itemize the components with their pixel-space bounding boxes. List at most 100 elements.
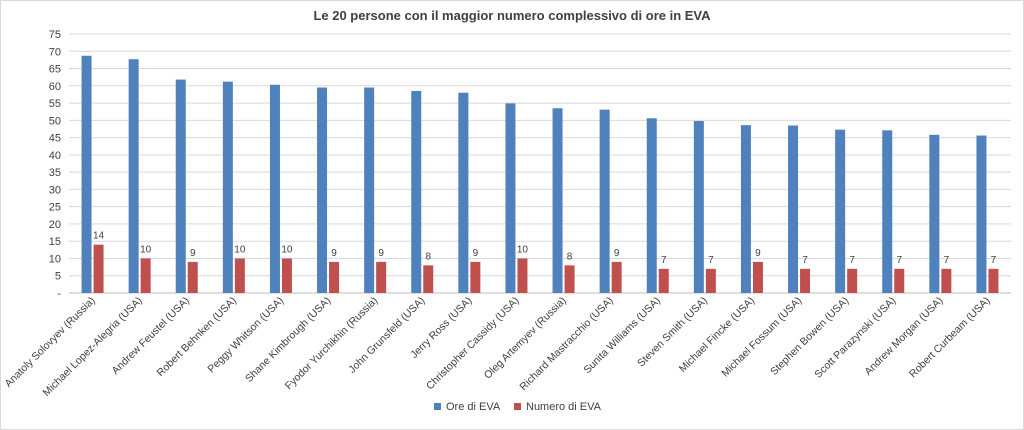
bar-ore-di-eva <box>693 121 704 293</box>
data-label: 10 <box>234 244 246 255</box>
data-label: 8 <box>567 251 573 262</box>
category-label: Andrew Feustel (USA) <box>110 295 192 377</box>
bar-numero-di-eva <box>564 265 575 293</box>
bar-numero-di-eva <box>800 268 811 293</box>
y-tick-label: 5 <box>55 271 61 283</box>
chart-title: Le 20 persone con il maggior numero comp… <box>313 8 711 23</box>
bar-ore-di-eva <box>269 84 280 293</box>
bar-numero-di-eva <box>658 268 669 293</box>
bar-numero-di-eva <box>93 244 104 293</box>
bar-ore-di-eva <box>976 135 987 293</box>
bar-ore-di-eva <box>599 109 610 294</box>
bar-numero-di-eva <box>187 261 198 293</box>
legend-swatch-numero-di-eva <box>514 403 521 410</box>
x-axis-categories: Anatoly Solovyev (Russia)Michael Lopez-A… <box>3 295 993 399</box>
y-tick-label: 75 <box>49 29 61 41</box>
data-label: 7 <box>708 255 714 266</box>
y-tick-label: 20 <box>49 219 61 231</box>
category-label: Anatoly Solovyev (Russia) <box>3 295 98 390</box>
data-label: 14 <box>93 231 105 242</box>
bar-numero-di-eva <box>423 265 434 293</box>
bar-numero-di-eva <box>752 261 763 293</box>
data-label: 7 <box>991 255 997 266</box>
bar-numero-di-eva <box>376 261 387 293</box>
bar-numero-di-eva <box>140 258 151 293</box>
bar-ore-di-eva <box>646 118 657 294</box>
bar-numero-di-eva <box>705 268 716 293</box>
category-label: Sunita Williams (USA) <box>581 295 663 377</box>
y-tick-label: 35 <box>49 167 61 179</box>
bar-ore-di-eva <box>552 108 563 293</box>
category-label: Richard Mastracchio (USA) <box>517 295 615 393</box>
y-tick-label: 55 <box>49 98 61 110</box>
y-tick-label: 65 <box>49 64 61 76</box>
data-label: 10 <box>281 244 293 255</box>
category-label: Robert Behnken (USA) <box>155 295 239 379</box>
legend-swatch-ore-di-eva <box>434 403 441 410</box>
bar-ore-di-eva <box>317 87 328 293</box>
bar-ore-di-eva <box>364 87 375 293</box>
bar-numero-di-eva <box>517 258 528 293</box>
category-label: Christopher Cassidy (USA) <box>424 295 522 393</box>
category-label: Fyodor Yurchikhin (Russia) <box>283 295 380 392</box>
data-label: 7 <box>944 255 950 266</box>
category-label: Andrew Morgan (USA) <box>862 295 945 378</box>
data-label: 9 <box>755 248 761 259</box>
data-label: 9 <box>378 248 384 259</box>
bar-numero-di-eva <box>234 258 245 293</box>
y-tick-label: 30 <box>49 184 61 196</box>
y-tick-label: 45 <box>49 133 61 145</box>
data-label: 9 <box>473 248 479 259</box>
bar-ore-di-eva <box>505 103 516 293</box>
y-tick-label: 60 <box>49 81 61 93</box>
data-label: 10 <box>140 244 152 255</box>
data-label: 7 <box>802 255 808 266</box>
bars <box>81 55 999 294</box>
data-labels: 14 10 9 10 10 9 9 8 9 10 8 9 7 7 9 7 7 7 7 7 <box>93 231 997 266</box>
grid-lines <box>69 33 1011 294</box>
bar-numero-di-eva <box>894 268 905 293</box>
category-label: Shane Kimbrough (USA) <box>243 295 333 385</box>
y-tick-label: 15 <box>49 236 61 248</box>
category-label: Michael Fossum (USA) <box>719 295 804 380</box>
bar-ore-di-eva <box>128 59 139 293</box>
y-axis-ticks: - 5 10 15 20 25 30 35 40 45 50 55 60 65 70 75 <box>49 29 62 300</box>
y-tick-label: 10 <box>49 253 61 265</box>
bar-ore-di-eva <box>458 92 469 293</box>
category-label: Stephen Bowen (USA) <box>768 295 851 378</box>
category-label: Michael Lopez-Alegria (USA) <box>41 295 145 399</box>
bar-ore-di-eva <box>740 125 751 293</box>
category-label: Oleg Artemyev (Russia) <box>482 295 569 382</box>
data-label: 7 <box>896 255 902 266</box>
bar-ore-di-eva <box>882 130 893 293</box>
data-label: 9 <box>190 248 196 259</box>
legend-label-numero-di-eva: Numero di EVA <box>526 401 602 413</box>
y-tick-label: 25 <box>49 202 61 214</box>
bar-ore-di-eva <box>175 79 186 293</box>
bar-numero-di-eva <box>281 258 292 293</box>
legend: Ore di EVA Numero di EVA <box>434 401 602 413</box>
data-label: 7 <box>849 255 855 266</box>
bar-numero-di-eva <box>611 261 622 293</box>
bar-ore-di-eva <box>81 55 92 294</box>
data-label: 9 <box>614 248 620 259</box>
y-tick-label: 50 <box>49 115 61 127</box>
data-label: 7 <box>661 255 667 266</box>
bar-numero-di-eva <box>847 268 858 293</box>
bar-ore-di-eva <box>222 81 233 293</box>
data-label: 10 <box>517 244 529 255</box>
bar-ore-di-eva <box>788 125 799 293</box>
bar-numero-di-eva <box>988 268 999 293</box>
legend-label-ore-di-eva: Ore di EVA <box>446 401 501 413</box>
bar-numero-di-eva <box>470 261 481 293</box>
category-label: Robert Curbeam (USA) <box>907 295 993 381</box>
category-label: Scott Parazynski (USA) <box>812 295 898 381</box>
data-label: 8 <box>425 251 431 262</box>
bar-ore-di-eva <box>929 134 940 293</box>
y-tick-label: 70 <box>49 46 61 58</box>
data-label: 9 <box>331 248 337 259</box>
bar-numero-di-eva <box>941 268 952 293</box>
y-tick-label: - <box>57 288 61 300</box>
